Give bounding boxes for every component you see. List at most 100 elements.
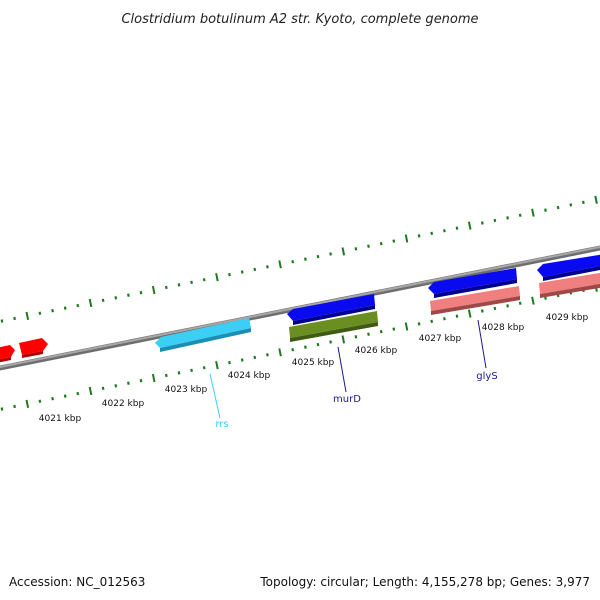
minor-tick xyxy=(518,213,522,217)
minor-tick xyxy=(304,345,307,349)
minor-tick xyxy=(392,239,396,243)
minor-tick xyxy=(76,391,80,396)
minor-tick xyxy=(38,399,42,403)
minor-tick xyxy=(556,205,560,210)
minor-tick xyxy=(506,216,509,220)
gene-blue-3 xyxy=(537,254,600,281)
gene-glyS xyxy=(430,286,520,315)
minor-tick xyxy=(544,208,547,212)
accession-text: Accession: NC_012563 xyxy=(9,575,145,589)
minor-tick xyxy=(266,353,269,357)
kbp-label: 4023 kbp xyxy=(165,385,208,395)
minor-tick xyxy=(354,247,358,251)
minor-tick xyxy=(190,280,193,285)
minor-tick xyxy=(316,342,320,347)
minor-tick xyxy=(367,332,370,336)
minor-tick xyxy=(291,347,295,352)
gene-label-murD: murD xyxy=(333,394,361,405)
minor-tick xyxy=(202,278,206,282)
minor-tick xyxy=(379,241,383,246)
minor-tick xyxy=(455,226,459,230)
minor-tick xyxy=(63,306,67,310)
kbp-label: 4029 kbp xyxy=(546,313,589,323)
minor-tick xyxy=(518,301,522,305)
minor-tick xyxy=(51,308,54,313)
gene-murD xyxy=(289,311,378,342)
major-tick xyxy=(594,195,598,204)
kbp-label: 4026 kbp xyxy=(355,346,398,356)
minor-tick xyxy=(493,218,497,223)
minor-tick xyxy=(329,252,332,256)
minor-tick xyxy=(430,319,434,324)
gene-label-leaders xyxy=(209,319,487,419)
minor-tick xyxy=(480,221,484,225)
minor-tick xyxy=(0,407,4,411)
minor-tick xyxy=(443,229,446,233)
minor-tick xyxy=(228,360,231,365)
major-tick xyxy=(151,285,156,295)
major-tick xyxy=(88,298,93,308)
major-tick xyxy=(531,296,535,305)
major-tick xyxy=(215,361,219,370)
minor-tick xyxy=(164,373,168,378)
gene-pink-right xyxy=(539,272,600,298)
minor-tick xyxy=(582,200,585,205)
major-tick xyxy=(151,373,156,383)
minor-tick xyxy=(177,371,181,375)
minor-tick xyxy=(240,270,244,274)
gene-red-2 xyxy=(19,338,48,358)
map-title: Clostridium botulinum A2 str. Kyoto, com… xyxy=(121,12,478,27)
gene-rrs xyxy=(155,318,251,352)
minor-tick xyxy=(190,368,193,373)
kbp-label: 4021 kbp xyxy=(39,414,82,424)
genome-backbone xyxy=(0,245,600,371)
minor-tick xyxy=(127,293,130,297)
minor-tick xyxy=(367,244,370,248)
minor-tick xyxy=(51,396,54,401)
kbp-label: 4022 kbp xyxy=(102,399,145,409)
minor-tick xyxy=(417,322,421,326)
major-tick xyxy=(278,348,282,357)
minor-tick xyxy=(114,384,118,388)
inner-tick-track xyxy=(0,283,598,411)
gene-blue-1 xyxy=(287,294,375,325)
major-tick xyxy=(404,234,409,243)
minor-tick xyxy=(139,290,143,295)
kbp-label: 4028 kbp xyxy=(482,323,525,333)
minor-tick xyxy=(569,203,573,207)
minor-tick xyxy=(139,378,143,383)
minor-tick xyxy=(63,394,67,398)
major-tick xyxy=(341,247,346,256)
gene-blue-2 xyxy=(428,268,517,298)
minor-tick xyxy=(228,272,231,277)
gene-label-rrs: rrs xyxy=(215,419,228,430)
minor-tick xyxy=(240,358,244,362)
outer-tick-track xyxy=(0,195,598,323)
major-tick xyxy=(404,322,409,331)
minor-tick xyxy=(455,314,459,318)
minor-tick xyxy=(480,309,484,313)
minor-tick xyxy=(493,306,497,311)
major-tick xyxy=(88,386,93,396)
minor-tick xyxy=(316,254,320,259)
minor-tick xyxy=(291,259,295,264)
kbp-label: 4024 kbp xyxy=(228,371,271,381)
minor-tick xyxy=(164,285,168,290)
minor-tick xyxy=(101,298,105,303)
minor-tick xyxy=(329,340,332,344)
minor-tick xyxy=(101,386,105,391)
minor-tick xyxy=(253,355,257,360)
minor-tick xyxy=(430,231,434,236)
minor-tick xyxy=(417,234,421,238)
minor-tick xyxy=(76,303,80,308)
kbp-label: 4025 kbp xyxy=(292,358,335,368)
kbp-label: 4027 kbp xyxy=(419,334,462,344)
minor-tick xyxy=(266,265,269,269)
major-tick xyxy=(467,221,472,230)
minor-tick xyxy=(304,257,307,261)
minor-tick xyxy=(354,335,358,339)
minor-tick xyxy=(443,317,446,321)
minor-tick xyxy=(13,404,16,409)
major-tick xyxy=(215,273,219,282)
minor-tick xyxy=(177,283,181,287)
